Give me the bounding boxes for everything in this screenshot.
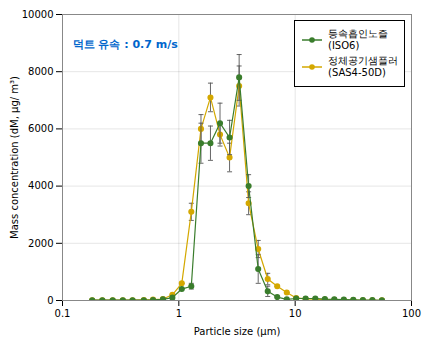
svg-text:2000: 2000	[28, 238, 53, 249]
svg-text:1: 1	[176, 308, 182, 319]
html-text:정체공기샘플러 (SAS4-50D): 정체공기샘플러 (SAS4-50D)	[328, 55, 398, 78]
svg-text:Mass concentration (dM, μg/ m³: Mass concentration (dM, μg/ m³)	[9, 76, 20, 239]
svg-text:Particle size (μm): Particle size (μm)	[194, 326, 281, 337]
svg-text:100: 100	[402, 308, 421, 319]
svg-text:0: 0	[47, 295, 53, 306]
html-text:등속흡인노즐 (ISO6): 등속흡인노즐 (ISO6)	[328, 28, 388, 51]
svg-text:6000: 6000	[28, 123, 53, 134]
svg-text:10: 10	[289, 308, 302, 319]
svg-text:0.1: 0.1	[55, 308, 71, 319]
svg-text:10000: 10000	[22, 9, 54, 20]
svg-text:덕트 유속 : 0.7 m/s: 덕트 유속 : 0.7 m/s	[73, 38, 179, 51]
svg-text:8000: 8000	[28, 66, 53, 77]
svg-text:4000: 4000	[28, 180, 53, 191]
